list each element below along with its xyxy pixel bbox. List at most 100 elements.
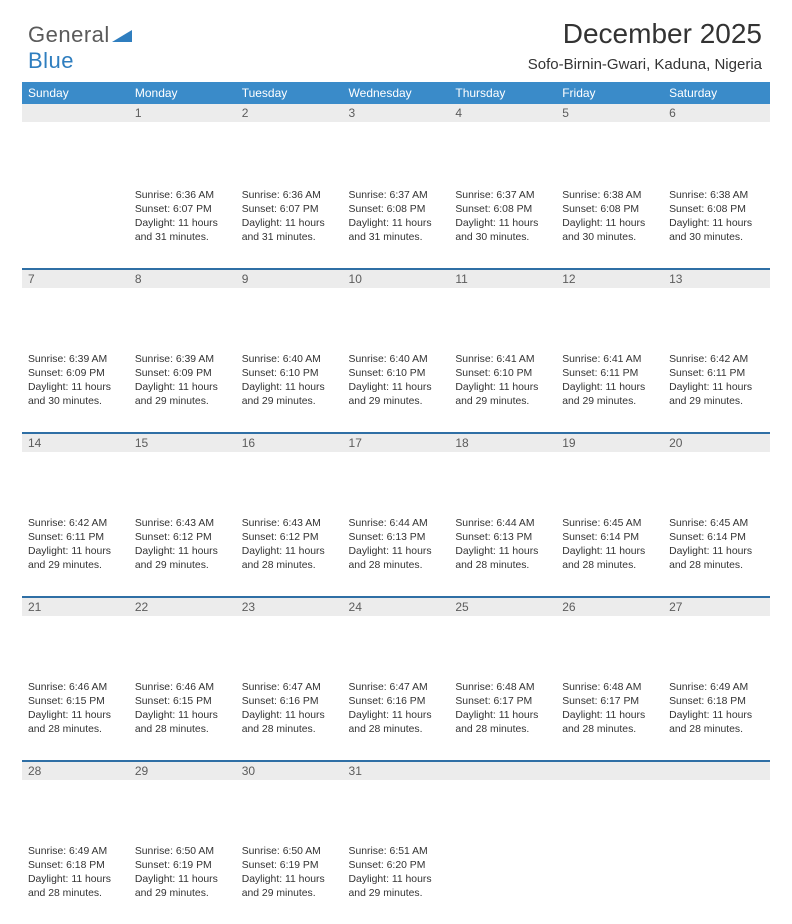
day1-text: Daylight: 11 hours [669, 545, 764, 559]
day-content: Sunrise: 6:42 AMSunset: 6:11 PMDaylight:… [663, 350, 770, 415]
day-number: 25 [449, 596, 556, 616]
brand-logo: General Blue [28, 22, 133, 74]
day-cell: Sunrise: 6:43 AMSunset: 6:12 PMDaylight:… [236, 514, 343, 596]
sunrise-text: Sunrise: 6:42 AM [669, 353, 764, 367]
day-cell: Sunrise: 6:40 AMSunset: 6:10 PMDaylight:… [343, 350, 450, 432]
day-number-cell: 29 [129, 760, 236, 842]
sunrise-text: Sunrise: 6:48 AM [562, 681, 657, 695]
weekday-header: Thursday [449, 82, 556, 104]
sunrise-text: Sunrise: 6:48 AM [455, 681, 550, 695]
sunrise-text: Sunrise: 6:38 AM [562, 189, 657, 203]
day-content: Sunrise: 6:46 AMSunset: 6:15 PMDaylight:… [129, 678, 236, 743]
sunset-text: Sunset: 6:10 PM [349, 367, 444, 381]
day-number-cell: 25 [449, 596, 556, 678]
day-content: Sunrise: 6:50 AMSunset: 6:19 PMDaylight:… [236, 842, 343, 907]
day2-text: and 31 minutes. [349, 231, 444, 245]
day-number-cell: 3 [343, 104, 450, 186]
sunset-text: Sunset: 6:15 PM [28, 695, 123, 709]
day2-text: and 28 minutes. [562, 559, 657, 573]
day2-text: and 30 minutes. [562, 231, 657, 245]
day1-text: Daylight: 11 hours [349, 217, 444, 231]
day-number: 13 [663, 268, 770, 288]
sunset-text: Sunset: 6:16 PM [349, 695, 444, 709]
sunrise-text: Sunrise: 6:39 AM [135, 353, 230, 367]
day-number-cell: 21 [22, 596, 129, 678]
day-cell: Sunrise: 6:41 AMSunset: 6:11 PMDaylight:… [556, 350, 663, 432]
day-number-cell: 27 [663, 596, 770, 678]
day-cell [449, 842, 556, 924]
day-content: Sunrise: 6:38 AMSunset: 6:08 PMDaylight:… [663, 186, 770, 251]
day-number-cell: 20 [663, 432, 770, 514]
day2-text: and 28 minutes. [455, 723, 550, 737]
day-number-cell: 30 [236, 760, 343, 842]
day2-text: and 31 minutes. [242, 231, 337, 245]
sunset-text: Sunset: 6:08 PM [562, 203, 657, 217]
daynum-row: 14151617181920 [22, 432, 770, 514]
day2-text: and 28 minutes. [242, 559, 337, 573]
day-number-cell: 23 [236, 596, 343, 678]
sunrise-text: Sunrise: 6:38 AM [669, 189, 764, 203]
day-number-cell [449, 760, 556, 842]
day-content: Sunrise: 6:40 AMSunset: 6:10 PMDaylight:… [343, 350, 450, 415]
sunset-text: Sunset: 6:20 PM [349, 859, 444, 873]
day-content: Sunrise: 6:49 AMSunset: 6:18 PMDaylight:… [663, 678, 770, 743]
sunrise-text: Sunrise: 6:36 AM [242, 189, 337, 203]
day1-text: Daylight: 11 hours [242, 873, 337, 887]
day-number-cell [556, 760, 663, 842]
day-number-cell: 13 [663, 268, 770, 350]
day-cell: Sunrise: 6:39 AMSunset: 6:09 PMDaylight:… [22, 350, 129, 432]
day-number-cell: 31 [343, 760, 450, 842]
week-row: Sunrise: 6:39 AMSunset: 6:09 PM Daylight:… [22, 350, 770, 432]
weekday-header: Tuesday [236, 82, 343, 104]
day1-text: Daylight: 11 hours [135, 545, 230, 559]
day-number-cell: 28 [22, 760, 129, 842]
day-cell: Sunrise: 6:37 AMSunset: 6:08 PMDaylight:… [343, 186, 450, 268]
sunset-text: Sunset: 6:09 PM [135, 367, 230, 381]
sunset-text: Sunset: 6:18 PM [669, 695, 764, 709]
day2-text: and 28 minutes. [562, 723, 657, 737]
day-number: 8 [129, 268, 236, 288]
calendar-table: Sunday Monday Tuesday Wednesday Thursday… [22, 82, 770, 924]
week-row: Sunrise: 6:42 AMSunset: 6:11 PMDaylight:… [22, 514, 770, 596]
sunset-text: Sunset: 6:14 PM [669, 531, 764, 545]
sunrise-text: Sunrise: 6:49 AM [28, 845, 123, 859]
day-content: Sunrise: 6:44 AMSunset: 6:13 PMDaylight:… [449, 514, 556, 579]
day2-text: and 28 minutes. [28, 723, 123, 737]
day2-text: and 29 minutes. [562, 395, 657, 409]
week-row: Sunrise: 6:46 AMSunset: 6:15 PMDaylight:… [22, 678, 770, 760]
sunset-text: Sunset: 6:16 PM [242, 695, 337, 709]
day1-text: Daylight: 11 hours [455, 217, 550, 231]
day-content [663, 842, 770, 865]
day-number-cell: 19 [556, 432, 663, 514]
sunrise-text: Sunrise: 6:50 AM [242, 845, 337, 859]
day-number: 18 [449, 432, 556, 452]
day1-text: Daylight: 11 hours [349, 381, 444, 395]
day2-text: and 31 minutes. [135, 231, 230, 245]
day-content [22, 186, 129, 209]
day-content: Sunrise: 6:41 AMSunset: 6:11 PMDaylight:… [556, 350, 663, 415]
day-number: 31 [343, 760, 450, 780]
day1-text: Daylight: 11 hours [135, 709, 230, 723]
day-content: Sunrise: 6:41 AMSunset: 6:10 PMDaylight:… [449, 350, 556, 415]
day2-text: and 29 minutes. [28, 559, 123, 573]
day-number: 11 [449, 268, 556, 288]
sunset-text: Sunset: 6:11 PM [28, 531, 123, 545]
day-number-cell: 7 [22, 268, 129, 350]
sunset-text: Sunset: 6:12 PM [135, 531, 230, 545]
sunrise-text: Sunrise: 6:44 AM [349, 517, 444, 531]
day-number-cell: 2 [236, 104, 343, 186]
weekday-header: Sunday [22, 82, 129, 104]
day2-text: and 29 minutes. [135, 559, 230, 573]
day-cell: Sunrise: 6:38 AMSunset: 6:08 PMDaylight:… [556, 186, 663, 268]
weekday-header: Monday [129, 82, 236, 104]
day1-text: Daylight: 11 hours [669, 217, 764, 231]
sunrise-text: Sunrise: 6:45 AM [562, 517, 657, 531]
day-content: Sunrise: 6:48 AMSunset: 6:17 PMDaylight:… [449, 678, 556, 743]
day2-text: and 28 minutes. [669, 559, 764, 573]
brand-triangle-icon [112, 28, 132, 44]
sunset-text: Sunset: 6:17 PM [562, 695, 657, 709]
sunrise-text: Sunrise: 6:41 AM [562, 353, 657, 367]
sunset-text: Sunset: 6:08 PM [349, 203, 444, 217]
day1-text: Daylight: 11 hours [28, 873, 123, 887]
day-cell: Sunrise: 6:48 AMSunset: 6:17 PMDaylight:… [449, 678, 556, 760]
